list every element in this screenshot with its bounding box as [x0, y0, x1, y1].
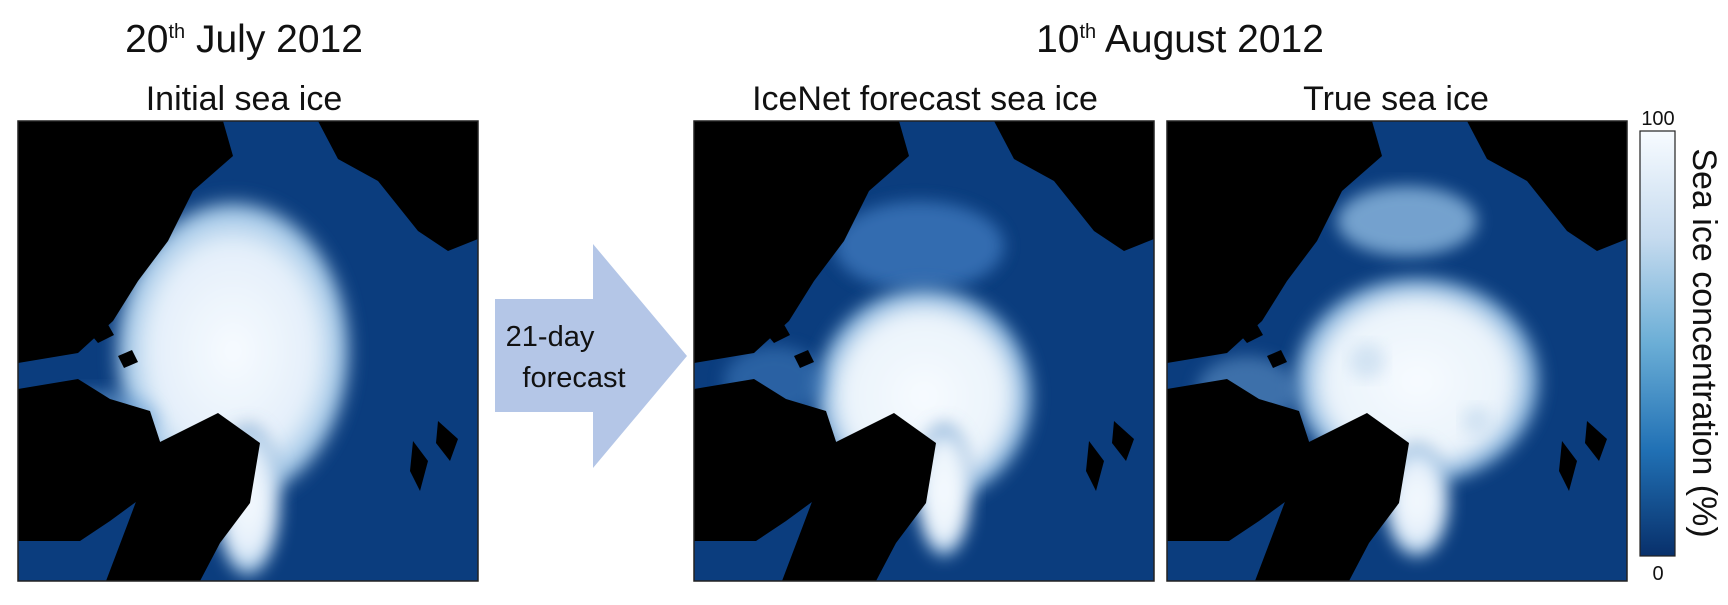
day: 20	[125, 18, 168, 61]
date-title: 20th July 2012	[125, 18, 363, 61]
colorbar-min: 0	[1652, 563, 1663, 585]
day: 10	[1036, 18, 1079, 61]
month-year: July 2012	[185, 18, 363, 61]
forecast-arrow: 21-day forecast	[495, 244, 687, 468]
colorbar-gradient	[1639, 130, 1676, 557]
panel-title: True sea ice	[1303, 80, 1489, 118]
ordinal-suffix: th	[168, 21, 185, 43]
colorbar-label: Sea ice concentration (%)	[1685, 148, 1723, 537]
date-title: 10th August 2012	[1036, 18, 1324, 61]
panel-title: Initial sea ice	[146, 80, 343, 118]
arrow-label: forecast	[522, 362, 625, 394]
map-true	[1166, 120, 1628, 582]
panel-title: IceNet forecast sea ice	[752, 80, 1098, 118]
arrow-label: 21-day	[506, 321, 595, 353]
colorbar: 100 0 Sea ice concentration (%)	[1639, 108, 1723, 585]
ordinal-suffix: th	[1080, 21, 1097, 43]
map-initial	[17, 120, 479, 582]
month-year: August 2012	[1096, 18, 1324, 61]
map-forecast	[693, 120, 1155, 582]
colorbar-max: 100	[1641, 108, 1674, 130]
